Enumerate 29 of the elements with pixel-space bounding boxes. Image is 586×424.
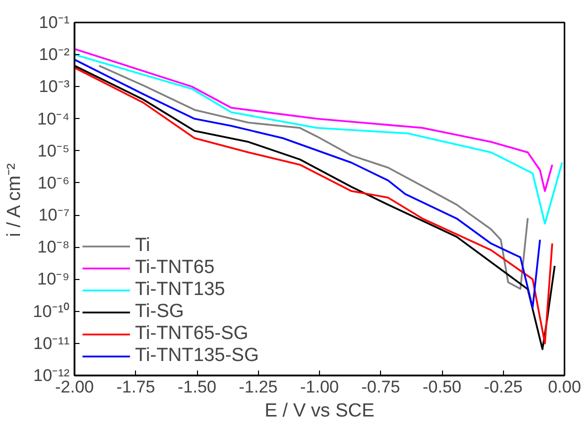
- x-tick-label: -0.75: [361, 378, 400, 396]
- line-series: [74, 54, 563, 225]
- x-tick-label: -1.50: [178, 378, 216, 396]
- y-tick-label: 10⁻⁷: [38, 206, 70, 225]
- legend-label: Ti: [135, 235, 152, 257]
- y-axis-title: i / A cm⁻²: [4, 163, 25, 237]
- y-tick-label: 10⁻²: [38, 45, 70, 64]
- y-tick-label: 10⁻¹¹: [33, 334, 70, 353]
- x-axis-title: E / V vs SCE: [264, 400, 374, 422]
- x-tick-label: -0.50: [422, 378, 462, 396]
- y-tick-label: 10⁻¹: [38, 13, 70, 32]
- x-tick-label: 0.00: [548, 378, 582, 396]
- y-tick-label: 10⁻⁸: [37, 238, 70, 257]
- legend-label: Ti-TNT65-SG: [135, 323, 248, 345]
- legend-label: Ti-TNT135-SG: [135, 345, 259, 367]
- x-tick-label: -0.25: [484, 378, 523, 396]
- y-tick-label: 10⁻⁵: [38, 141, 70, 160]
- x-tick-label: -1.25: [238, 378, 278, 396]
- y-tick-label: 10⁻⁴: [37, 109, 70, 128]
- x-tick-label: -1.00: [300, 378, 339, 396]
- y-tick-label: 10⁻³: [38, 77, 70, 96]
- y-tick-label: 10⁻¹⁰: [32, 302, 70, 321]
- y-tick-label: 10⁻⁶: [38, 173, 70, 192]
- legend-label: Ti-TNT135: [135, 279, 226, 301]
- legend-label: Ti-SG: [135, 301, 184, 323]
- x-tick-label: -1.75: [116, 378, 156, 396]
- y-tick-label: 10⁻⁹: [37, 270, 70, 289]
- line-series: [74, 48, 554, 192]
- legend-label: Ti-TNT65: [135, 257, 215, 279]
